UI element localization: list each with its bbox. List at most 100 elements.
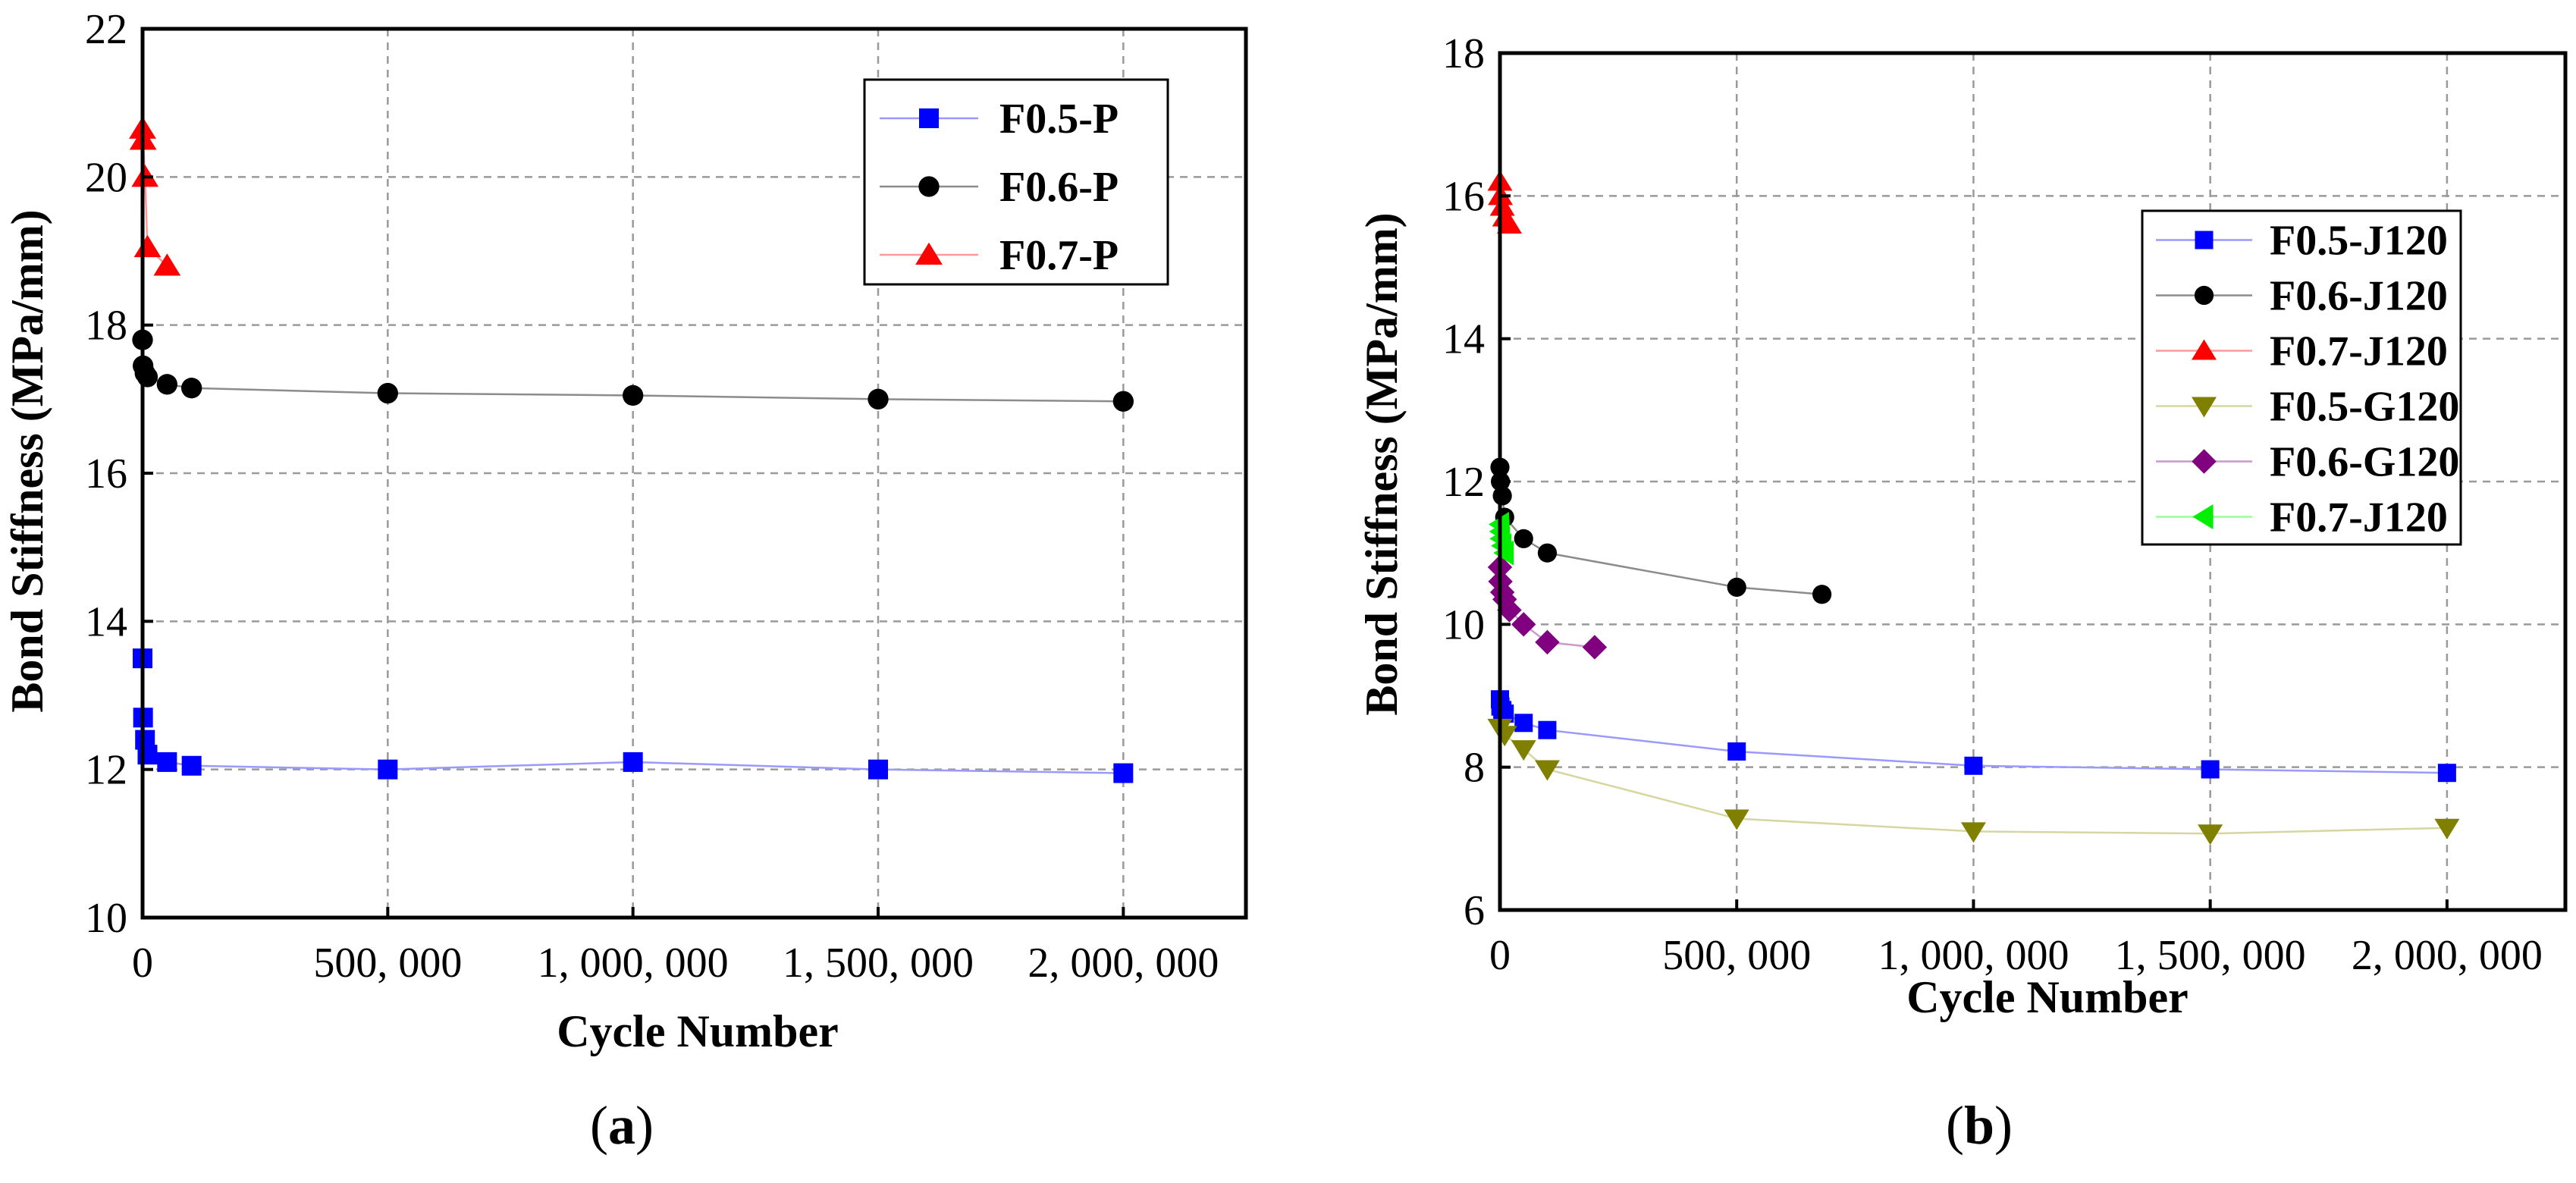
panel-b-data-point: [1511, 740, 1536, 761]
panel-b-data-point: [1812, 585, 1832, 604]
panel-a-data-point: [377, 382, 398, 404]
panel-b-x-tick-label: 1, 500, 000: [2115, 932, 2306, 979]
panel-b-legend-item: F0.6-J120: [2156, 273, 2448, 320]
panel-b-data-point: [1724, 809, 1749, 830]
panel-a-x-tick-label: 1, 000, 000: [538, 940, 729, 987]
panel-b-data-point: [1727, 742, 1746, 761]
panel-b-data-point: [1535, 629, 1560, 655]
panel-a-y-tick-label: 16: [85, 450, 127, 497]
panel-b-data-point: [1497, 598, 1522, 623]
panel-a-x-tick-label: 500, 000: [313, 940, 462, 987]
panel-a-data-point: [157, 752, 177, 772]
panel-b-legend-marker: [2192, 339, 2217, 360]
panel-a-legend-label: F0.5-P: [999, 96, 1119, 143]
panel-a-legend-label: F0.6-P: [999, 164, 1119, 211]
panel-b-legend-label: F0.5-G120: [2270, 384, 2459, 431]
panel-b-data-point: [1964, 756, 1983, 775]
panel-b-data-point: [1496, 213, 1522, 234]
panel-b-data-point: [1511, 612, 1536, 637]
panel-a-y-axis-label: Bond Stiffness (MPa/mm): [2, 209, 52, 712]
panel-b-data-point: [2201, 760, 2220, 779]
panel-a-legend-box: [863, 78, 1169, 286]
panel-b-legend-label: F0.7-J120: [2270, 328, 2448, 375]
panel-b-series-f0-7-j120: [1489, 512, 1514, 566]
panel-a-legend-item: F0.5-P: [880, 96, 1119, 143]
panel-a-data-point: [1112, 391, 1134, 412]
panel-a-data-point: [153, 253, 181, 276]
panel-a-data-point: [378, 759, 398, 780]
panel-b-legend-marker: [2192, 504, 2214, 529]
panel-b-y-tick-label: 12: [1442, 459, 1485, 506]
panel-b-legend-label: F0.7-J120: [2270, 494, 2448, 541]
panel-b-legend-item: F0.7-J120: [2156, 328, 2448, 375]
panel-b-y-tick-label: 8: [1464, 745, 1485, 792]
panel-a-x-axis-label: Cycle Number: [557, 1006, 839, 1056]
panel-b-y-axis-label: Bond Stiffness (MPa/mm): [1357, 212, 1407, 715]
panel-b-legend-item: F0.5-G120: [2156, 384, 2459, 431]
panel-b-legend-item: F0.5-J120: [2156, 218, 2448, 265]
panel-b-series-f0-6-g120: [1487, 554, 1608, 660]
panel-a-data-point: [623, 384, 644, 406]
panel-a-legend-label: F0.7-P: [999, 232, 1119, 279]
panel-a-data-point: [181, 755, 202, 776]
panel-b-grid: [1500, 53, 2565, 910]
panel-a-y-tick-label: 12: [85, 747, 127, 794]
panel-a-series-f0-7-p: [129, 116, 181, 276]
panel-b-x-tick-label: 0: [1489, 932, 1511, 979]
panel-b-y-tick-label: 10: [1442, 601, 1485, 648]
panel-b-data-point: [2434, 818, 2460, 839]
panel-a-legend-marker: [919, 108, 939, 128]
panel-b-legend-marker: [2192, 449, 2217, 474]
panel-b-x-tick-label: 1, 000, 000: [1878, 932, 2069, 979]
panel-b-data-point: [1514, 529, 1533, 548]
panel-b-legend-marker: [2195, 231, 2214, 249]
panel-b-series-f0-5-g120: [1487, 718, 2460, 846]
panel-b-data-point: [2198, 824, 2223, 846]
panel-b-legend-item: F0.7-J120: [2156, 494, 2448, 541]
panel-b-data-point: [1582, 635, 1608, 660]
panel-b-series-f0-7-j120: [1487, 170, 1522, 234]
panel-b-chart: 0 500, 000 1, 000, 000 1, 500, 000 2, 000, 0…: [1357, 30, 2568, 1156]
panel-a-ticks: 0 500, 000 1, 000, 000 1, 500, 000 2, 000, 0…: [85, 6, 1219, 987]
panel-a-y-tick-label: 10: [85, 895, 127, 942]
panel-a-x-tick-label: 1, 500, 000: [783, 940, 974, 987]
panel-a-data-point: [137, 745, 158, 765]
panel-a-data-point: [136, 366, 158, 388]
panel-a-caption-letter: a: [608, 1095, 635, 1156]
panel-b-x-tick-label: 2, 000, 000: [2352, 932, 2543, 979]
panel-b-legend-marker: [2194, 285, 2214, 306]
panel-b-legend: F0.5-J120 F0.6-J120 F0.7-J120 F0.5-G120 F0.6…: [2141, 209, 2462, 546]
panel-b-data-point: [1534, 760, 1560, 781]
panel-b-x-axis-label: Cycle Number: [1906, 972, 2189, 1022]
panel-a-legend-marker: [915, 242, 943, 265]
panel-b-data-point: [1960, 822, 1986, 843]
panel-b-legend-label: F0.6-J120: [2270, 273, 2448, 320]
panel-b-y-tick-label: 18: [1442, 30, 1485, 77]
panel-b-data-point: [1492, 486, 1512, 506]
panel-b-series: [1487, 170, 2460, 846]
panel-a-legend-marker: [918, 176, 940, 197]
panel-a-series: [129, 116, 1134, 783]
panel-b-legend-marker: [2192, 397, 2217, 418]
panel-a-y-tick-label: 22: [85, 6, 127, 53]
panel-b-data-point: [1489, 195, 1515, 216]
panel-a-chart: 0 500, 000 1, 000, 000 1, 500, 000 2, 000, 0…: [2, 6, 1248, 1156]
panel-b-x-tick-label: 500, 000: [1662, 932, 1811, 979]
panel-b-data-point: [2437, 764, 2456, 783]
panel-a-x-tick-label: 0: [132, 940, 153, 987]
panel-b-data-point: [1727, 577, 1746, 597]
panel-b-data-point: [1537, 543, 1558, 563]
panel-b-legend-item: F0.6-G120: [2156, 439, 2459, 486]
panel-a-y-tick-label: 18: [85, 303, 127, 350]
panel-a-x-tick-label: 2, 000, 000: [1028, 940, 1219, 987]
panel-a-legend: F0.5-P F0.6-P F0.7-P: [863, 78, 1169, 286]
panel-a-data-point: [623, 752, 643, 772]
panel-b-legend-label: F0.5-J120: [2270, 218, 2448, 265]
panel-b-data-point: [1538, 720, 1557, 739]
panel-a-y-tick-label: 14: [85, 598, 127, 645]
panel-b-legend-box: [2141, 209, 2462, 546]
panel-a-data-point: [133, 234, 162, 258]
panel-a-y-tick-label: 20: [85, 154, 127, 201]
panel-a-legend-item: F0.7-P: [880, 232, 1119, 279]
